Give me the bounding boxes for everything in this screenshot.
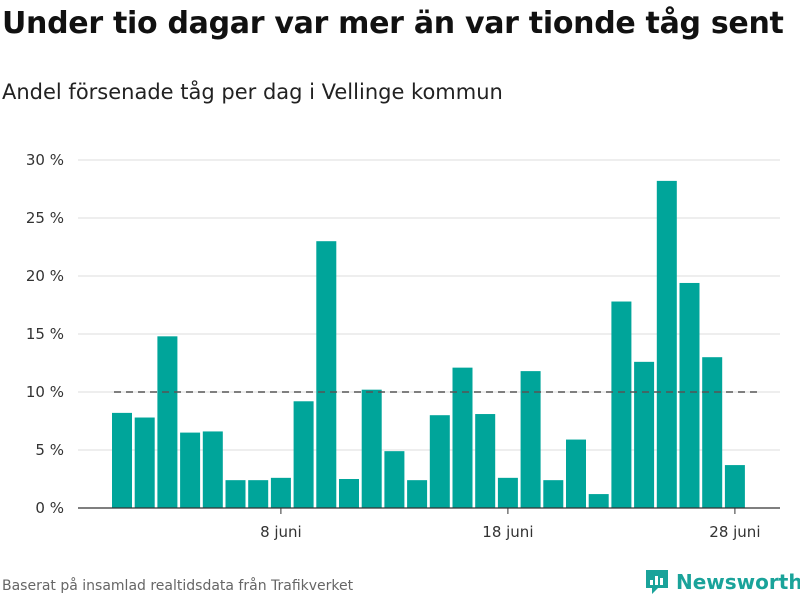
x-tick-label: 8 juni <box>260 523 302 541</box>
bar <box>634 361 655 508</box>
x-tick-label: 18 juni <box>482 523 533 541</box>
bar <box>407 480 428 508</box>
bar <box>157 336 178 508</box>
bar <box>452 367 473 508</box>
bar <box>134 417 155 508</box>
bar <box>361 389 382 508</box>
y-tick-label: 25 % <box>26 209 64 227</box>
newsworthy-logo-icon <box>646 570 668 594</box>
chart-title: Under tio dagar var mer än var tionde tå… <box>2 6 784 41</box>
y-tick-label: 30 % <box>26 151 64 169</box>
bar <box>724 465 745 508</box>
source-note: Baserat på insamlad realtidsdata från Tr… <box>2 578 354 594</box>
y-tick-label: 10 % <box>26 383 64 401</box>
bar <box>611 301 632 508</box>
bar <box>588 494 609 508</box>
bar <box>520 371 541 508</box>
bar <box>543 480 564 508</box>
y-tick-label: 5 % <box>35 441 64 459</box>
y-tick-label: 15 % <box>26 325 64 343</box>
bar <box>702 357 723 508</box>
bar <box>656 180 677 508</box>
bar <box>316 241 337 508</box>
y-tick-label: 0 % <box>35 499 64 517</box>
y-tick-label: 20 % <box>26 267 64 285</box>
bar <box>180 432 201 508</box>
bar <box>225 480 246 508</box>
bar <box>429 415 450 508</box>
bar <box>679 282 700 508</box>
bar <box>293 401 314 508</box>
x-tick-label: 28 juni <box>709 523 760 541</box>
axes: 0 % 5 % 10 % 15 % 20 % 25 % 30 % 8 juni 18 juni 2… <box>26 151 780 541</box>
bar <box>112 412 132 508</box>
bar <box>339 479 359 508</box>
bar <box>475 414 496 508</box>
chart-subtitle: Andel försenade tåg per dag i Vellinge k… <box>2 80 503 104</box>
brand-name: Newsworthy <box>676 570 800 594</box>
bar <box>566 439 586 508</box>
bar <box>270 477 291 508</box>
bars <box>112 180 745 508</box>
brand-logo: Newsworthy <box>644 568 800 596</box>
bar <box>202 431 223 508</box>
bar <box>248 480 269 508</box>
bar <box>497 477 518 508</box>
bar <box>384 451 405 508</box>
